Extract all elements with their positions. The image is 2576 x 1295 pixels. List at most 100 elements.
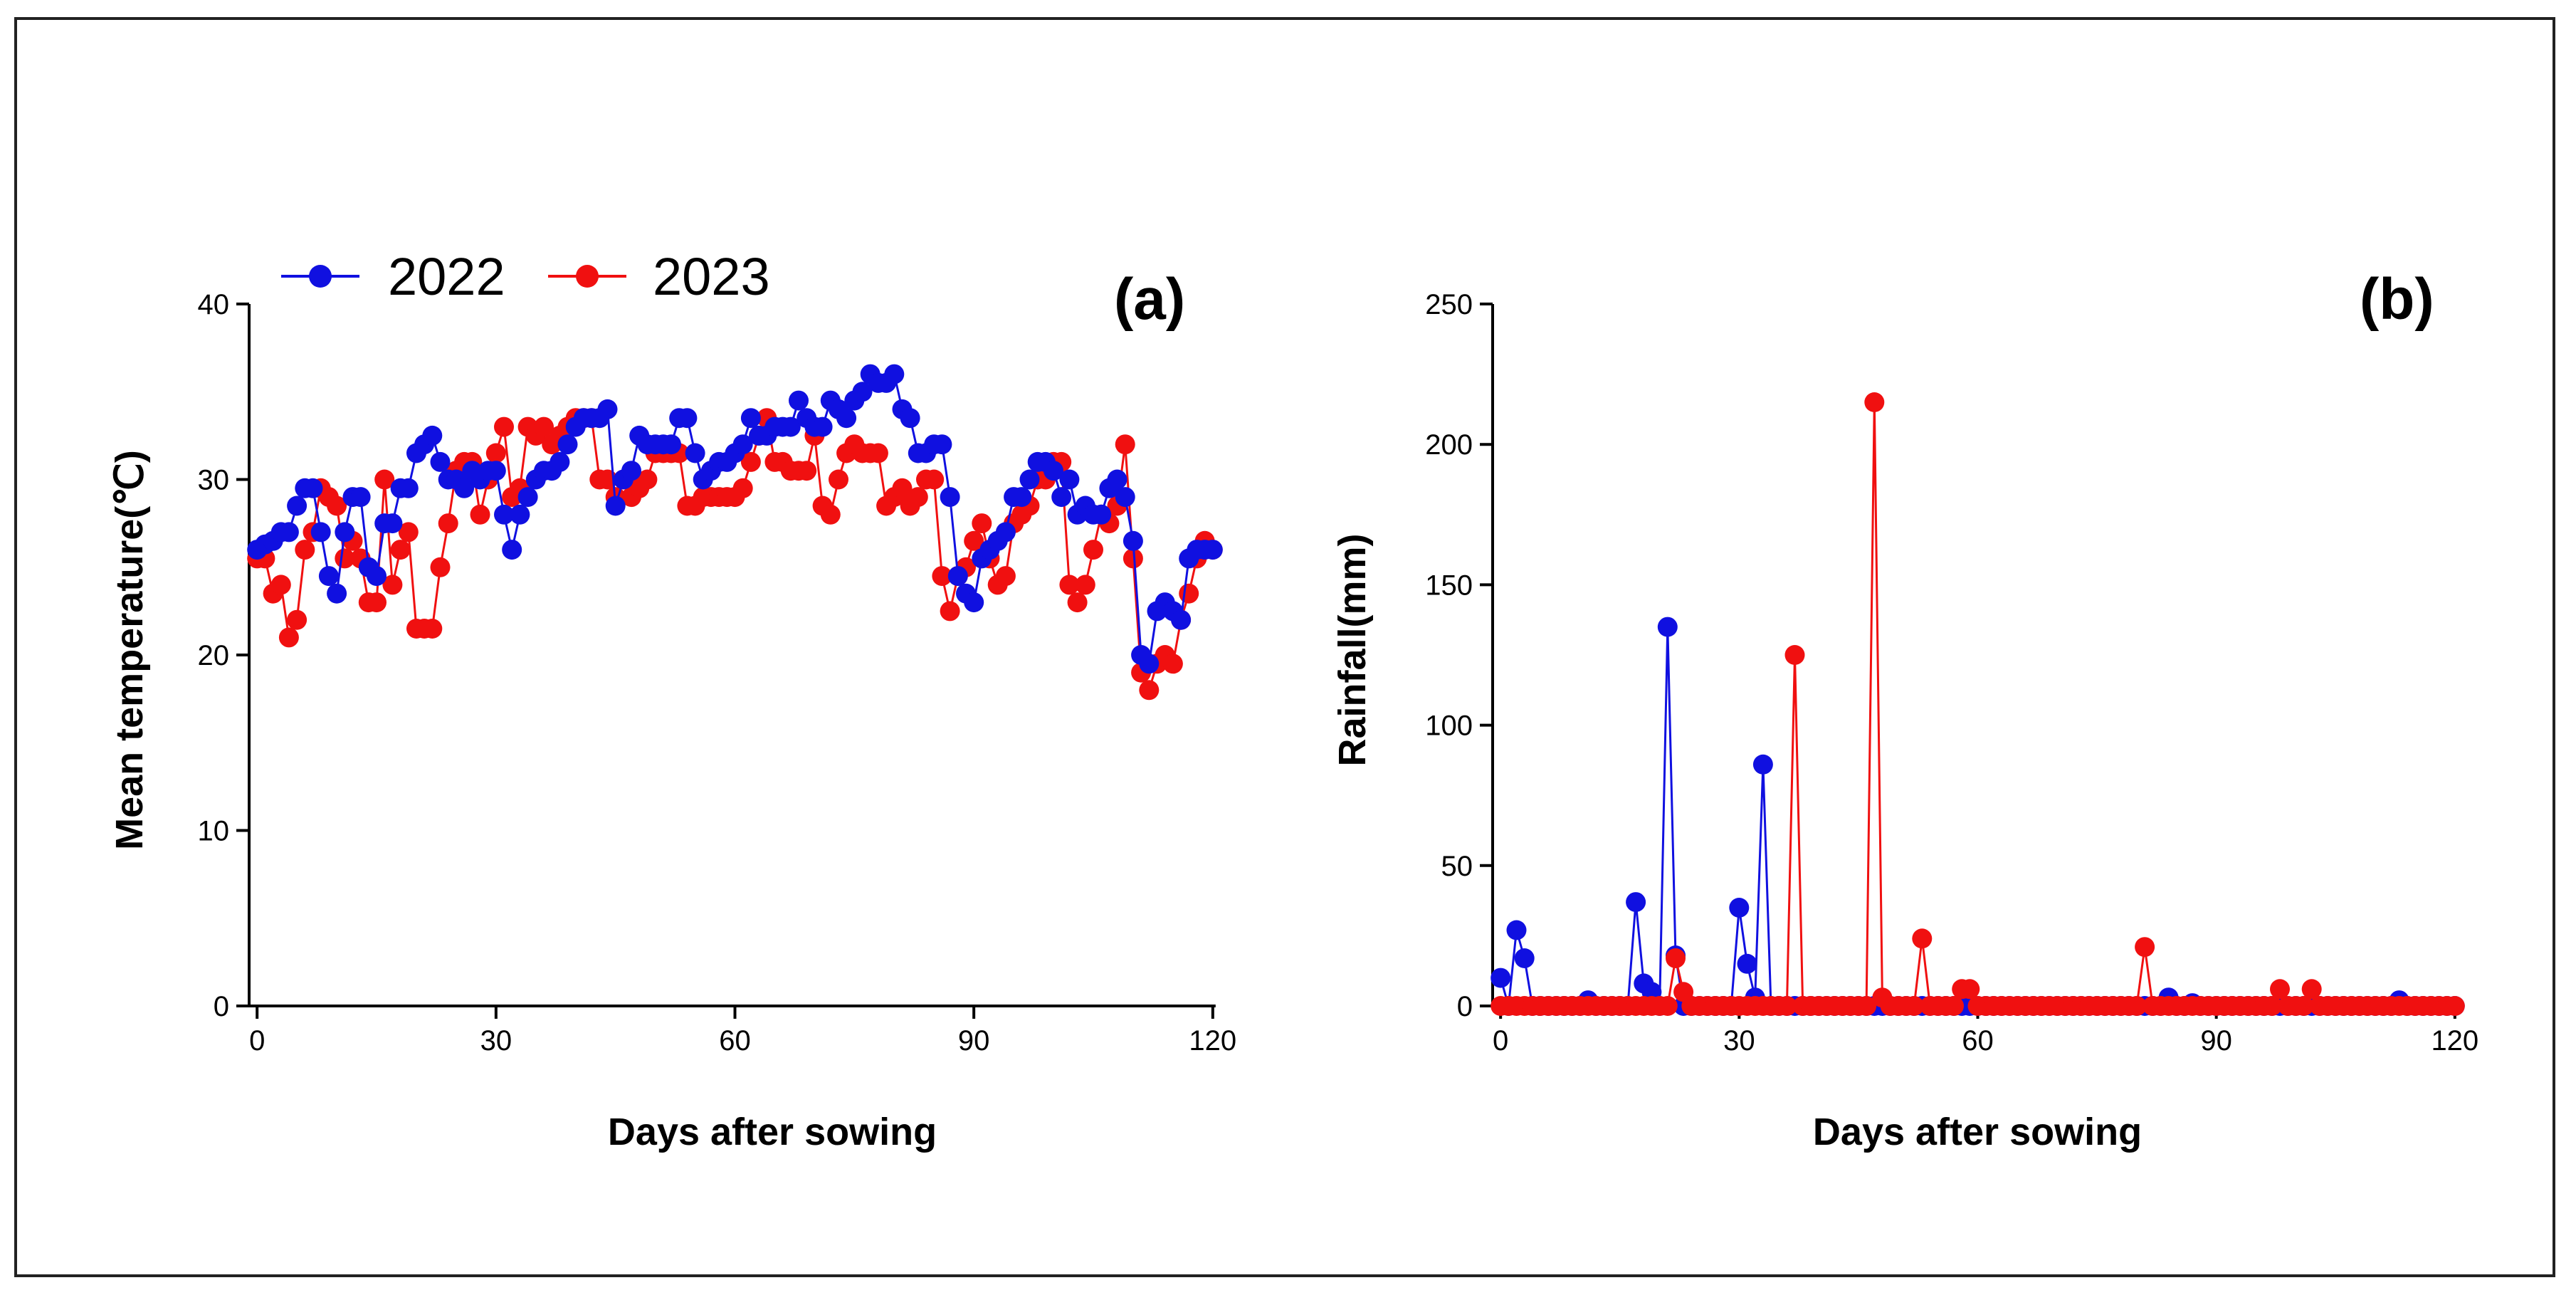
panel-a-point-2022 bbox=[367, 566, 387, 587]
panel-b-y-tick-label: 100 bbox=[1425, 711, 1473, 742]
panel-a-point-2023 bbox=[327, 496, 347, 516]
panel-a-point-2022 bbox=[287, 496, 307, 516]
panel-a-point-2022 bbox=[1171, 609, 1192, 630]
panel-a-point-2022 bbox=[1139, 654, 1160, 674]
panel-a-x-tick-label: 120 bbox=[1189, 1025, 1236, 1057]
panel-a-point-2023 bbox=[892, 478, 913, 498]
panel-b-point-2023 bbox=[2444, 996, 2465, 1016]
panel-a-point-2022 bbox=[1051, 487, 1072, 508]
panel-a-point-2022 bbox=[836, 408, 857, 429]
panel-b-point-2023 bbox=[2261, 996, 2282, 1016]
panel-a-point-2022 bbox=[557, 434, 578, 455]
panel-a-point-2022 bbox=[995, 522, 1016, 542]
panel-a-point-2022 bbox=[740, 408, 761, 429]
panel-a-point-2022 bbox=[932, 434, 952, 455]
panel-a-point-2022 bbox=[884, 364, 905, 384]
panel-a-point-2023 bbox=[932, 566, 952, 587]
panel-a-point-2023 bbox=[829, 469, 848, 490]
panel-a-point-2023 bbox=[494, 416, 514, 437]
panel-a-point-2022 bbox=[900, 408, 920, 429]
panel-a-point-2022 bbox=[1115, 487, 1135, 508]
panel-b-point-2022 bbox=[1657, 617, 1678, 637]
panel-a-point-2022 bbox=[605, 496, 626, 516]
panel-a-point-2022 bbox=[494, 504, 514, 525]
panel-a-point-2023 bbox=[422, 619, 443, 639]
legend-label-2023: 2023 bbox=[653, 247, 770, 306]
panel-a-point-2022 bbox=[398, 478, 419, 498]
panel-a-point-2022 bbox=[1123, 530, 1143, 551]
panel-a-point-2023 bbox=[972, 513, 992, 534]
panel-a-point-2022 bbox=[382, 513, 403, 534]
panel-a-point-2023 bbox=[995, 566, 1016, 587]
panel-a-point-2023 bbox=[940, 601, 960, 622]
panel-a-point-2022 bbox=[947, 566, 968, 587]
legend-marker-2023 bbox=[576, 265, 599, 288]
panel-b-rainfall-chart: (b) Days after sowing Rainfall(mm) 0 50 10… bbox=[1331, 267, 2478, 1153]
panel-a-point-2023 bbox=[1059, 575, 1080, 595]
panel-a-point-2023 bbox=[390, 540, 411, 560]
panel-a-point-2022 bbox=[852, 382, 873, 402]
panel-b-y-tick-label: 250 bbox=[1425, 289, 1473, 320]
panel-a-point-2022 bbox=[502, 540, 522, 560]
panel-a-point-2022 bbox=[964, 592, 984, 613]
panel-a-point-2022 bbox=[732, 434, 753, 455]
panel-a-point-2022 bbox=[940, 487, 960, 508]
panel-b-y-tick-label: 200 bbox=[1425, 429, 1473, 461]
panel-a-point-2023 bbox=[287, 609, 307, 630]
legend: 2022 2023 bbox=[281, 247, 770, 306]
panel-a-y-axis-title: Mean temperature(℃) bbox=[108, 450, 151, 850]
panel-b-point-2022 bbox=[1506, 920, 1527, 940]
panel-a-point-2023 bbox=[278, 627, 299, 648]
panel-a-point-2022 bbox=[1107, 469, 1127, 490]
panel-b-y-tick-label: 0 bbox=[1457, 991, 1473, 1022]
panel-a-point-2022 bbox=[1091, 504, 1112, 525]
panel-b-point-2023 bbox=[2126, 996, 2147, 1016]
panel-b-point-2023 bbox=[1904, 996, 1925, 1016]
panel-a-point-2023 bbox=[398, 522, 419, 542]
panel-a-point-2022 bbox=[621, 461, 641, 481]
panel-a-point-2023 bbox=[820, 504, 841, 525]
panel-a-point-2023 bbox=[534, 416, 554, 437]
panel-a-y-tick-label: 40 bbox=[198, 289, 230, 320]
panel-a-point-2023 bbox=[637, 469, 658, 490]
panel-a-point-2022 bbox=[677, 408, 698, 429]
panel-b-point-2022 bbox=[1514, 948, 1535, 968]
legend-marker-2022 bbox=[309, 265, 332, 288]
panel-a-point-2023 bbox=[1075, 575, 1095, 595]
panel-a-point-2022 bbox=[350, 487, 371, 508]
panel-a-label: (a) bbox=[1114, 267, 1185, 332]
panel-a-point-2023 bbox=[367, 592, 387, 613]
panel-a-point-2023 bbox=[374, 469, 395, 490]
panel-a-point-2022 bbox=[685, 443, 705, 463]
panel-a-point-2022 bbox=[780, 416, 801, 437]
panel-b-x-tick-label: 90 bbox=[2200, 1025, 2232, 1057]
panel-a-point-2022 bbox=[303, 478, 323, 498]
panel-a-point-2023 bbox=[1139, 680, 1160, 701]
panel-a-point-2022 bbox=[430, 451, 451, 472]
panel-a-point-2022 bbox=[327, 583, 347, 604]
panel-a-point-2023 bbox=[382, 575, 403, 595]
panel-b-x-axis-title: Days after sowing bbox=[1813, 1111, 2142, 1153]
panel-a-point-2023 bbox=[740, 451, 761, 472]
panel-b-x-tick-label: 60 bbox=[1962, 1025, 1994, 1057]
panel-a-x-tick-label: 60 bbox=[719, 1025, 751, 1057]
panel-b-point-2023 bbox=[1657, 996, 1678, 1016]
panel-b-point-2023 bbox=[1864, 392, 1885, 412]
panel-a-point-2023 bbox=[485, 443, 506, 463]
panel-a-point-2022 bbox=[310, 522, 331, 542]
panel-a-point-2023 bbox=[964, 530, 984, 551]
panel-a-point-2022 bbox=[550, 451, 570, 472]
panel-a-temperature-chart: (a) Days after sowing Mean temperature(℃… bbox=[108, 267, 1236, 1153]
panel-b-point-2023 bbox=[1944, 996, 1964, 1016]
panel-a-point-2022 bbox=[1059, 469, 1080, 490]
panel-b-point-2023 bbox=[2270, 979, 2290, 1000]
panel-a-point-2022 bbox=[454, 478, 475, 498]
panel-a-y-tick-label: 20 bbox=[198, 640, 230, 671]
panel-a-x-tick-label: 0 bbox=[249, 1025, 265, 1057]
panel-b-series-2022 bbox=[1491, 617, 2465, 1016]
panel-a-point-2022 bbox=[597, 399, 618, 419]
panel-a-point-2022 bbox=[1202, 540, 1223, 560]
panel-b-point-2023 bbox=[1960, 979, 1980, 1000]
panel-b-y-axis-title: Rainfall(mm) bbox=[1331, 533, 1374, 766]
